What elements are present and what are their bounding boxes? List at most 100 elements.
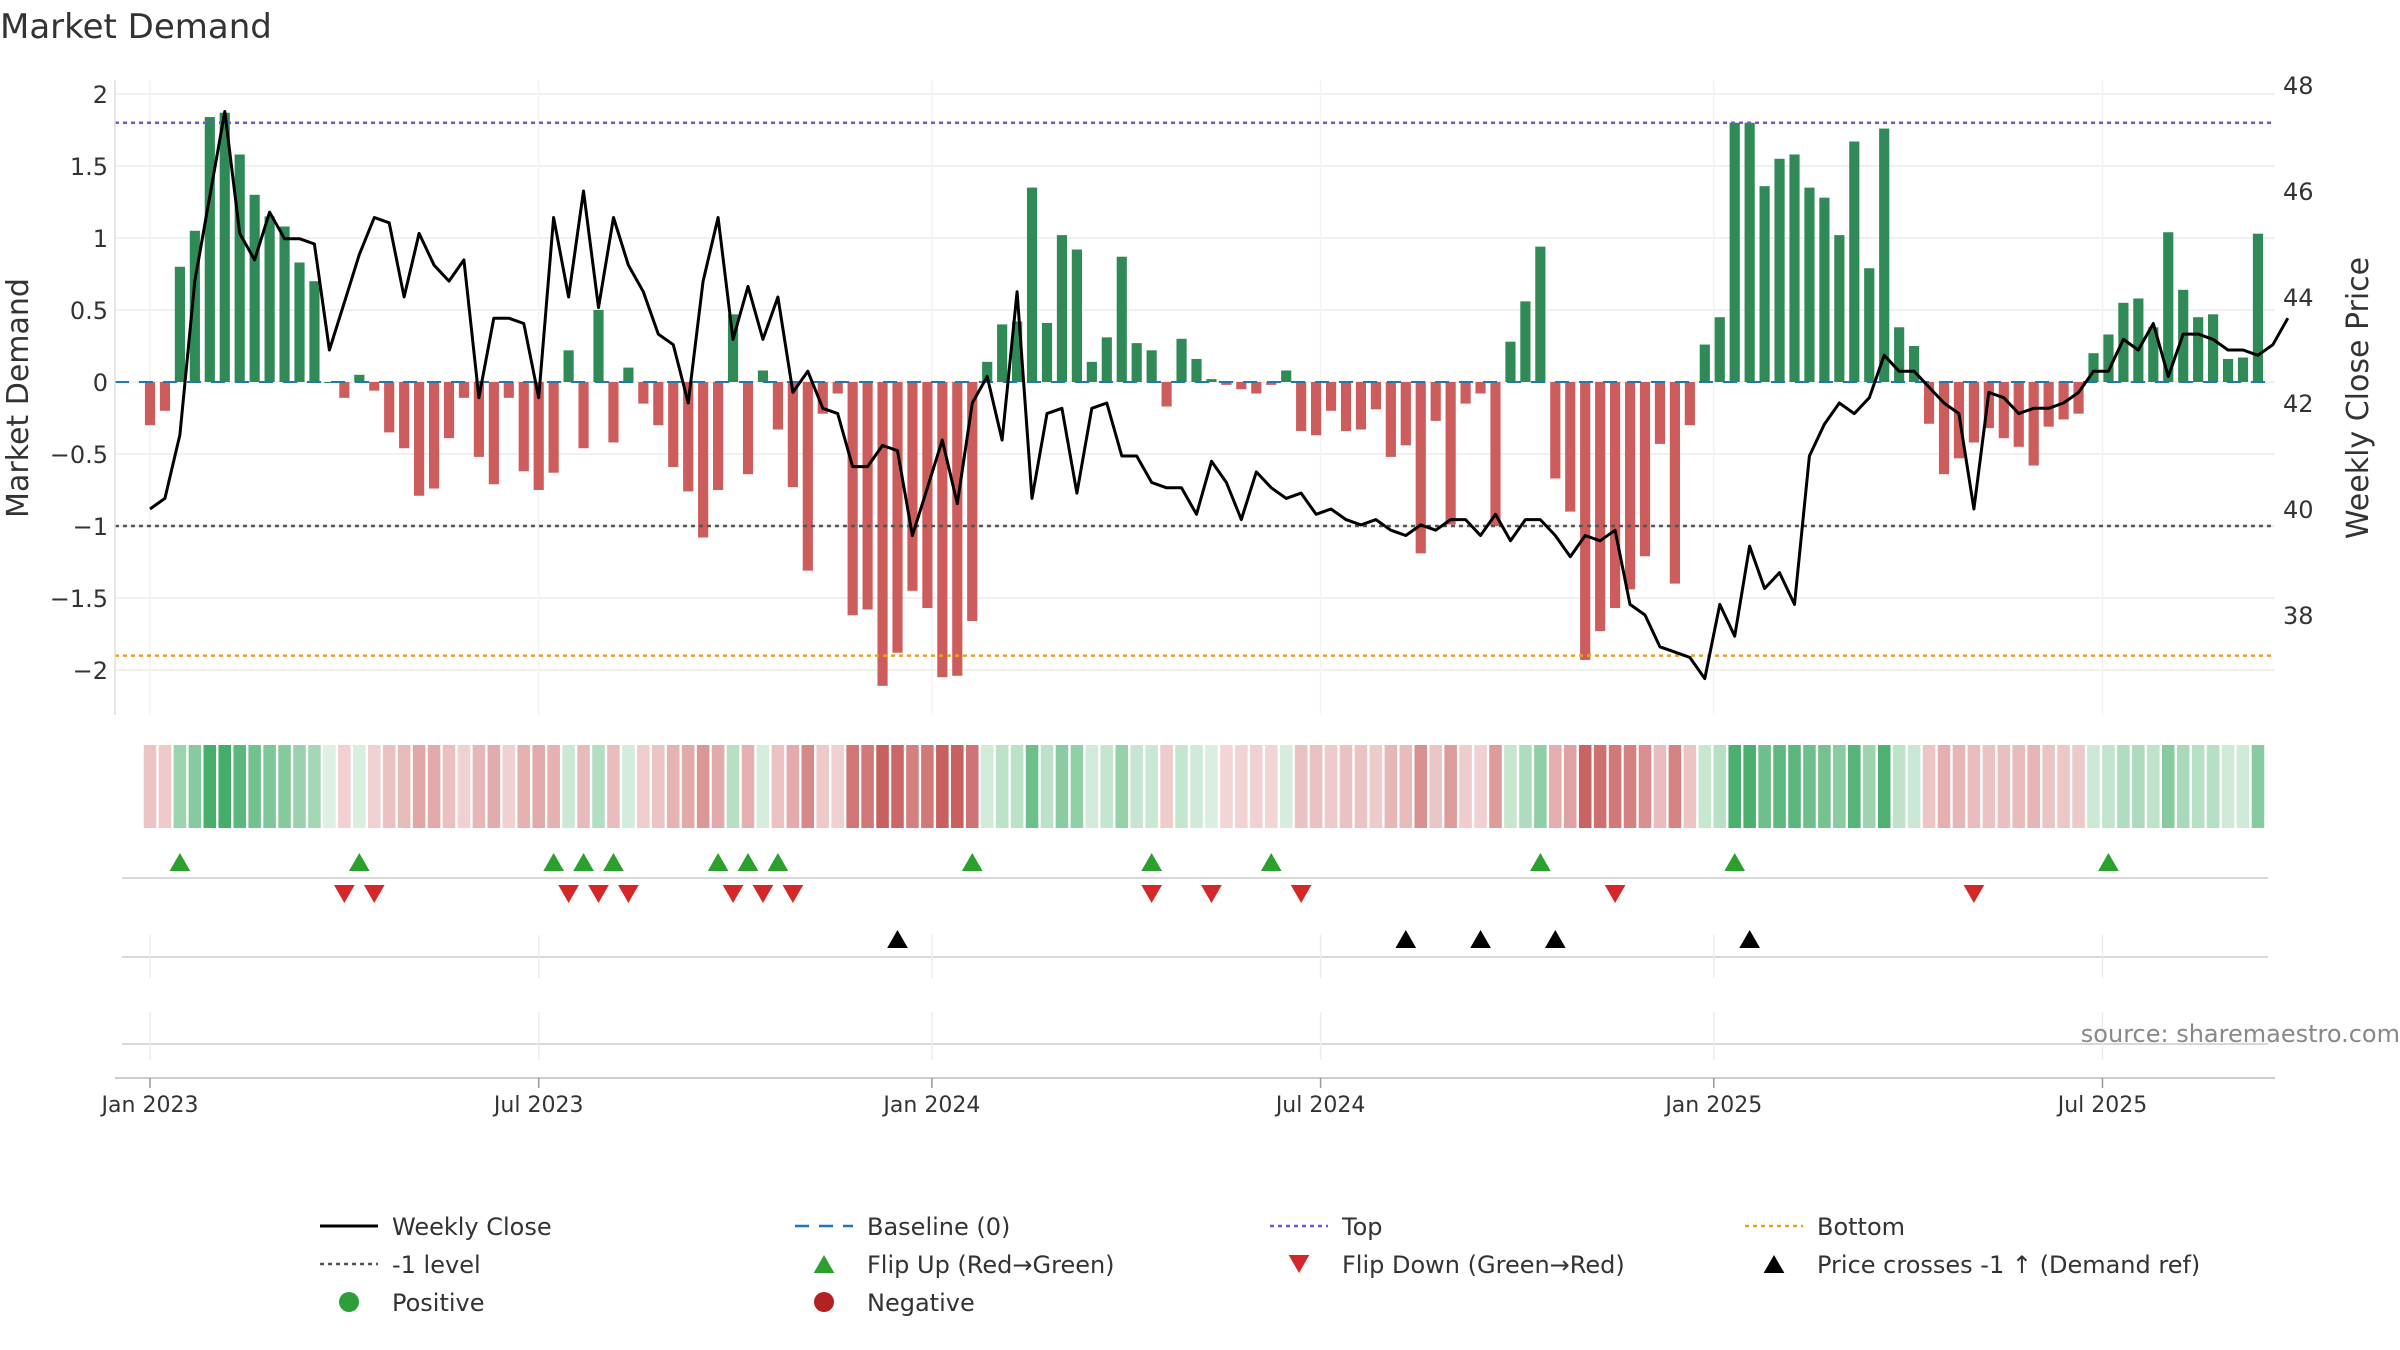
y-tick-label: 1.5 [70,153,108,181]
heat-cell [1489,745,1502,828]
y2-tick-label: 46 [2283,178,2314,206]
demand-bar [234,154,245,382]
heat-cell [248,745,261,828]
demand-bar [384,382,395,433]
heat-cell [1354,745,1368,828]
legend-label: Negative [867,1289,975,1317]
demand-bar [354,374,365,382]
heat-cell [1384,745,1398,828]
demand-bar [1759,186,1770,382]
x-axis: Jan 2023 Jul 2023 Jan 2024 Jul 2024 Jan 2025… [100,935,2275,1118]
heat-cell [203,745,217,828]
demand-bar [1505,341,1516,382]
heat-cell [1534,745,1547,828]
demand-bar [2237,357,2249,382]
demand-bar [1849,141,1860,382]
heat-cell [2087,745,2100,828]
heat-cell [1474,745,1487,828]
legend: Weekly Close Baseline (0) Top Bottom -1 leve… [320,1213,2200,1317]
demand-bar [1699,344,1710,382]
heat-cell [2027,745,2040,828]
heat-cell [1294,745,1308,828]
demand-bar [623,367,634,382]
demand-bar [2088,353,2099,382]
heat-cell [1653,745,1667,828]
y-tick-label: −0.5 [50,441,108,469]
demand-bar [653,382,664,426]
heat-cell [1862,745,1876,828]
demand-bar [1983,382,1994,429]
demand-bar [608,382,619,443]
demand-bar [1909,346,1920,382]
heat-cell [741,745,755,828]
legend-label: Top [1341,1213,1383,1241]
demand-bar [1086,361,1097,382]
heat-cell [1818,745,1831,828]
heat-cell [1309,745,1323,828]
heat-cell [562,745,575,828]
legend-swatch [1763,1255,1785,1273]
demand-bar [2073,382,2084,414]
heat-cell [1713,745,1727,828]
heat-cell [1429,745,1442,828]
legend-swatch [1288,1255,1310,1273]
heat-cell [1175,745,1188,828]
y2-tick-label: 44 [2283,284,2314,312]
x-tick-label: Jul 2023 [492,1093,584,1118]
demand-bar [1834,235,1845,382]
heat-cell [412,745,426,828]
demand-bar [189,230,200,382]
heat-cell [666,745,680,828]
heat-cell [1608,745,1622,828]
heat-cell [278,745,291,828]
demand-heat-strip [143,745,2265,828]
heat-cell [2176,745,2190,828]
heat-cell [517,745,531,828]
demand-bar [548,382,559,473]
flip-down-marker [1963,885,1985,903]
heat-cell [1833,745,1846,828]
heat-cell [995,745,1009,828]
heat-cell [1100,745,1114,828]
heat-cell [353,745,366,828]
heat-cell [607,745,620,828]
flip-up-marker [1260,853,1282,871]
heat-cell [188,745,202,828]
heat-cell [442,745,456,828]
demand-bar [2252,233,2264,382]
heat-cell [1803,745,1816,828]
y-tick-label: −1 [73,513,108,541]
y-axis-label: Market Demand [1,278,36,518]
heat-cell [1728,745,1741,828]
weekly-close-line [149,110,2290,681]
heat-cell [1638,745,1652,828]
demand-bar [204,117,215,382]
demand-bar [2208,314,2219,382]
demand-bar [1744,122,1755,383]
heat-cell [846,745,859,828]
legend-label: Weekly Close [392,1213,552,1241]
source-label: source: sharemaestro.com [2081,1020,2400,1048]
demand-bar [668,382,679,467]
demand-bar [713,382,724,490]
heat-cell [158,745,172,828]
x-tick-label: Jan 2024 [881,1093,980,1118]
heat-cell [2042,745,2055,828]
heat-cell [711,745,725,828]
heat-cell [637,745,650,828]
heat-cell [2147,745,2160,828]
legend-label: Positive [392,1289,485,1317]
y-tick-label: −1.5 [50,585,108,613]
legend-swatch [814,1292,834,1312]
heat-cell [502,745,516,828]
demand-bar [1012,321,1023,382]
demand-bar [593,310,604,382]
flip-down-marker [1290,885,1312,903]
demand-bar [414,382,425,496]
demand-bar [399,382,410,449]
flip-down-marker [722,885,744,903]
heat-cell [1010,745,1024,828]
price-cross-row [122,930,2268,1045]
flip-up-marker [707,853,729,871]
demand-bar [1311,382,1322,436]
